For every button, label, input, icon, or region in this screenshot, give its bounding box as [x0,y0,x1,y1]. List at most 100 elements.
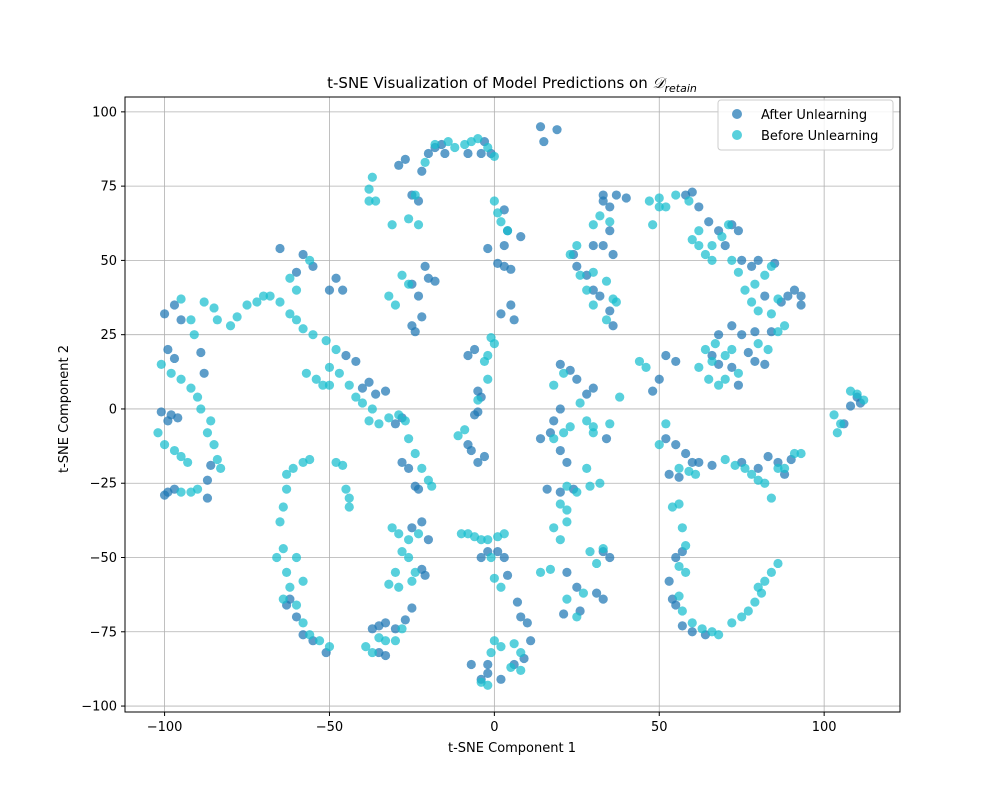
scatter-point [169,445,180,456]
scatter-point [173,413,183,423]
scatter-point [324,642,335,652]
scatter-point [324,362,335,372]
scatter-point [489,573,499,583]
scatter-point [404,214,414,224]
scatter-point [390,624,401,634]
scatter-point [648,220,658,230]
scatter-point [281,484,292,494]
scatter-point [694,362,704,372]
scatter-point [615,392,625,402]
scatter-point [397,270,407,280]
scatter-point [766,327,776,337]
scatter-point [700,344,711,355]
scatter-point [364,377,374,387]
scatter-point [605,202,615,212]
scatter-point [760,291,770,301]
scatter-point [423,148,434,159]
scatter-point [364,196,374,206]
scatter-point [674,591,684,601]
scatter-point [489,196,499,206]
scatter-point [357,383,368,393]
scatter-point [585,546,595,557]
scatter-point [413,529,424,539]
scatter-point [183,457,193,468]
scatter-point [608,321,618,331]
scatter-point [779,463,790,473]
scatter-point [766,567,776,577]
x-tick-label: 0 [490,720,498,735]
scatter-point [681,541,691,551]
scatter-point [608,249,618,260]
scatter-point [740,463,750,473]
scatter-point [469,410,480,420]
scatter-point [582,463,592,473]
legend-frame [717,99,894,151]
scatter-point [278,594,288,604]
scatter-point [489,636,499,646]
scatter-point [344,493,354,503]
scatter-point [694,240,704,251]
scatter-point [572,612,582,622]
scatter-point [502,570,513,580]
scatter-point [720,350,730,361]
scatter-point [483,535,493,545]
scatter-point [404,279,414,289]
scatter-point [789,448,800,459]
scatter-point [443,136,453,147]
scatter-point [298,618,308,628]
scatter-point [367,647,377,658]
scatter-point [212,454,222,465]
scatter-point [265,291,275,301]
scatter-point [225,321,236,331]
scatter-point [694,457,704,468]
scatter-point [196,404,206,414]
scatter-point [601,276,612,286]
scatter-point [413,484,424,494]
scatter-point [463,148,473,159]
scatter-point [499,529,509,539]
scatter-point [796,300,806,310]
scatter-point [555,404,565,414]
scatter-point [733,226,744,236]
scatter-point [430,139,440,150]
scatter-point [159,309,170,319]
scatter-point [572,240,582,251]
scatter-point [394,529,404,539]
scatter-point [308,330,318,340]
scatter-point [380,636,391,646]
scatter-point [605,552,615,563]
scatter-point [582,285,592,295]
scatter-point [512,597,523,607]
scatter-point [176,487,186,497]
scatter-point [242,300,252,310]
scatter-point [331,344,341,355]
scatter-point [469,344,480,355]
scatter-point [700,249,711,260]
scatter-point [506,662,516,673]
scatter-point [489,338,499,349]
scatter-point [737,330,747,340]
scatter-point [334,368,344,378]
scatter-point [598,543,608,554]
scatter-point [549,434,559,444]
scatter-point [674,499,684,509]
scatter-point [301,368,311,378]
scatter-point [535,122,546,132]
axis-ticks: −100 −50 0 50 100 −100 −75 −50 −25 0 25 50 75 100 [81,105,836,735]
scatter-point [661,350,671,361]
scatter-point [687,457,697,468]
scatter-point [575,270,585,280]
x-tick-label: −50 [316,720,343,735]
scatter-point [687,235,697,245]
scatter-point [753,255,763,266]
scatter-point [522,618,532,628]
scatter-point [275,297,285,307]
legend-label-after-unlearning: After Unlearning [761,108,867,123]
scatter-point [684,196,694,206]
scatter-point [542,484,552,494]
scatter-point [341,350,351,361]
scatter-point [390,636,401,646]
scatter-point [562,567,572,577]
scatter-point [483,243,493,254]
scatter-point [410,567,420,577]
